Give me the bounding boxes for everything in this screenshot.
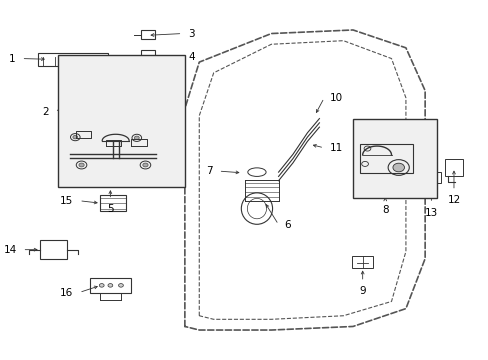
Text: 12: 12 [447,195,460,205]
Circle shape [392,163,404,172]
Circle shape [142,163,148,167]
Text: 11: 11 [329,143,343,153]
Text: 7: 7 [205,166,212,176]
Text: 3: 3 [188,28,194,39]
Text: 1: 1 [9,54,16,64]
Text: 10: 10 [329,93,343,103]
Circle shape [79,163,84,167]
Circle shape [108,284,113,287]
Text: 13: 13 [424,207,437,217]
Text: 8: 8 [381,205,388,215]
Circle shape [73,135,78,139]
Circle shape [118,284,123,287]
Bar [352,119,436,198]
Text: 9: 9 [359,286,365,296]
Text: 6: 6 [284,220,290,230]
Circle shape [99,284,104,287]
Text: 14: 14 [3,245,17,255]
Text: 16: 16 [60,288,73,297]
Bar [58,55,184,187]
Text: 5: 5 [107,204,113,214]
Text: 4: 4 [188,52,194,62]
Circle shape [134,136,139,140]
Text: 15: 15 [60,196,73,206]
Text: 2: 2 [42,107,49,117]
